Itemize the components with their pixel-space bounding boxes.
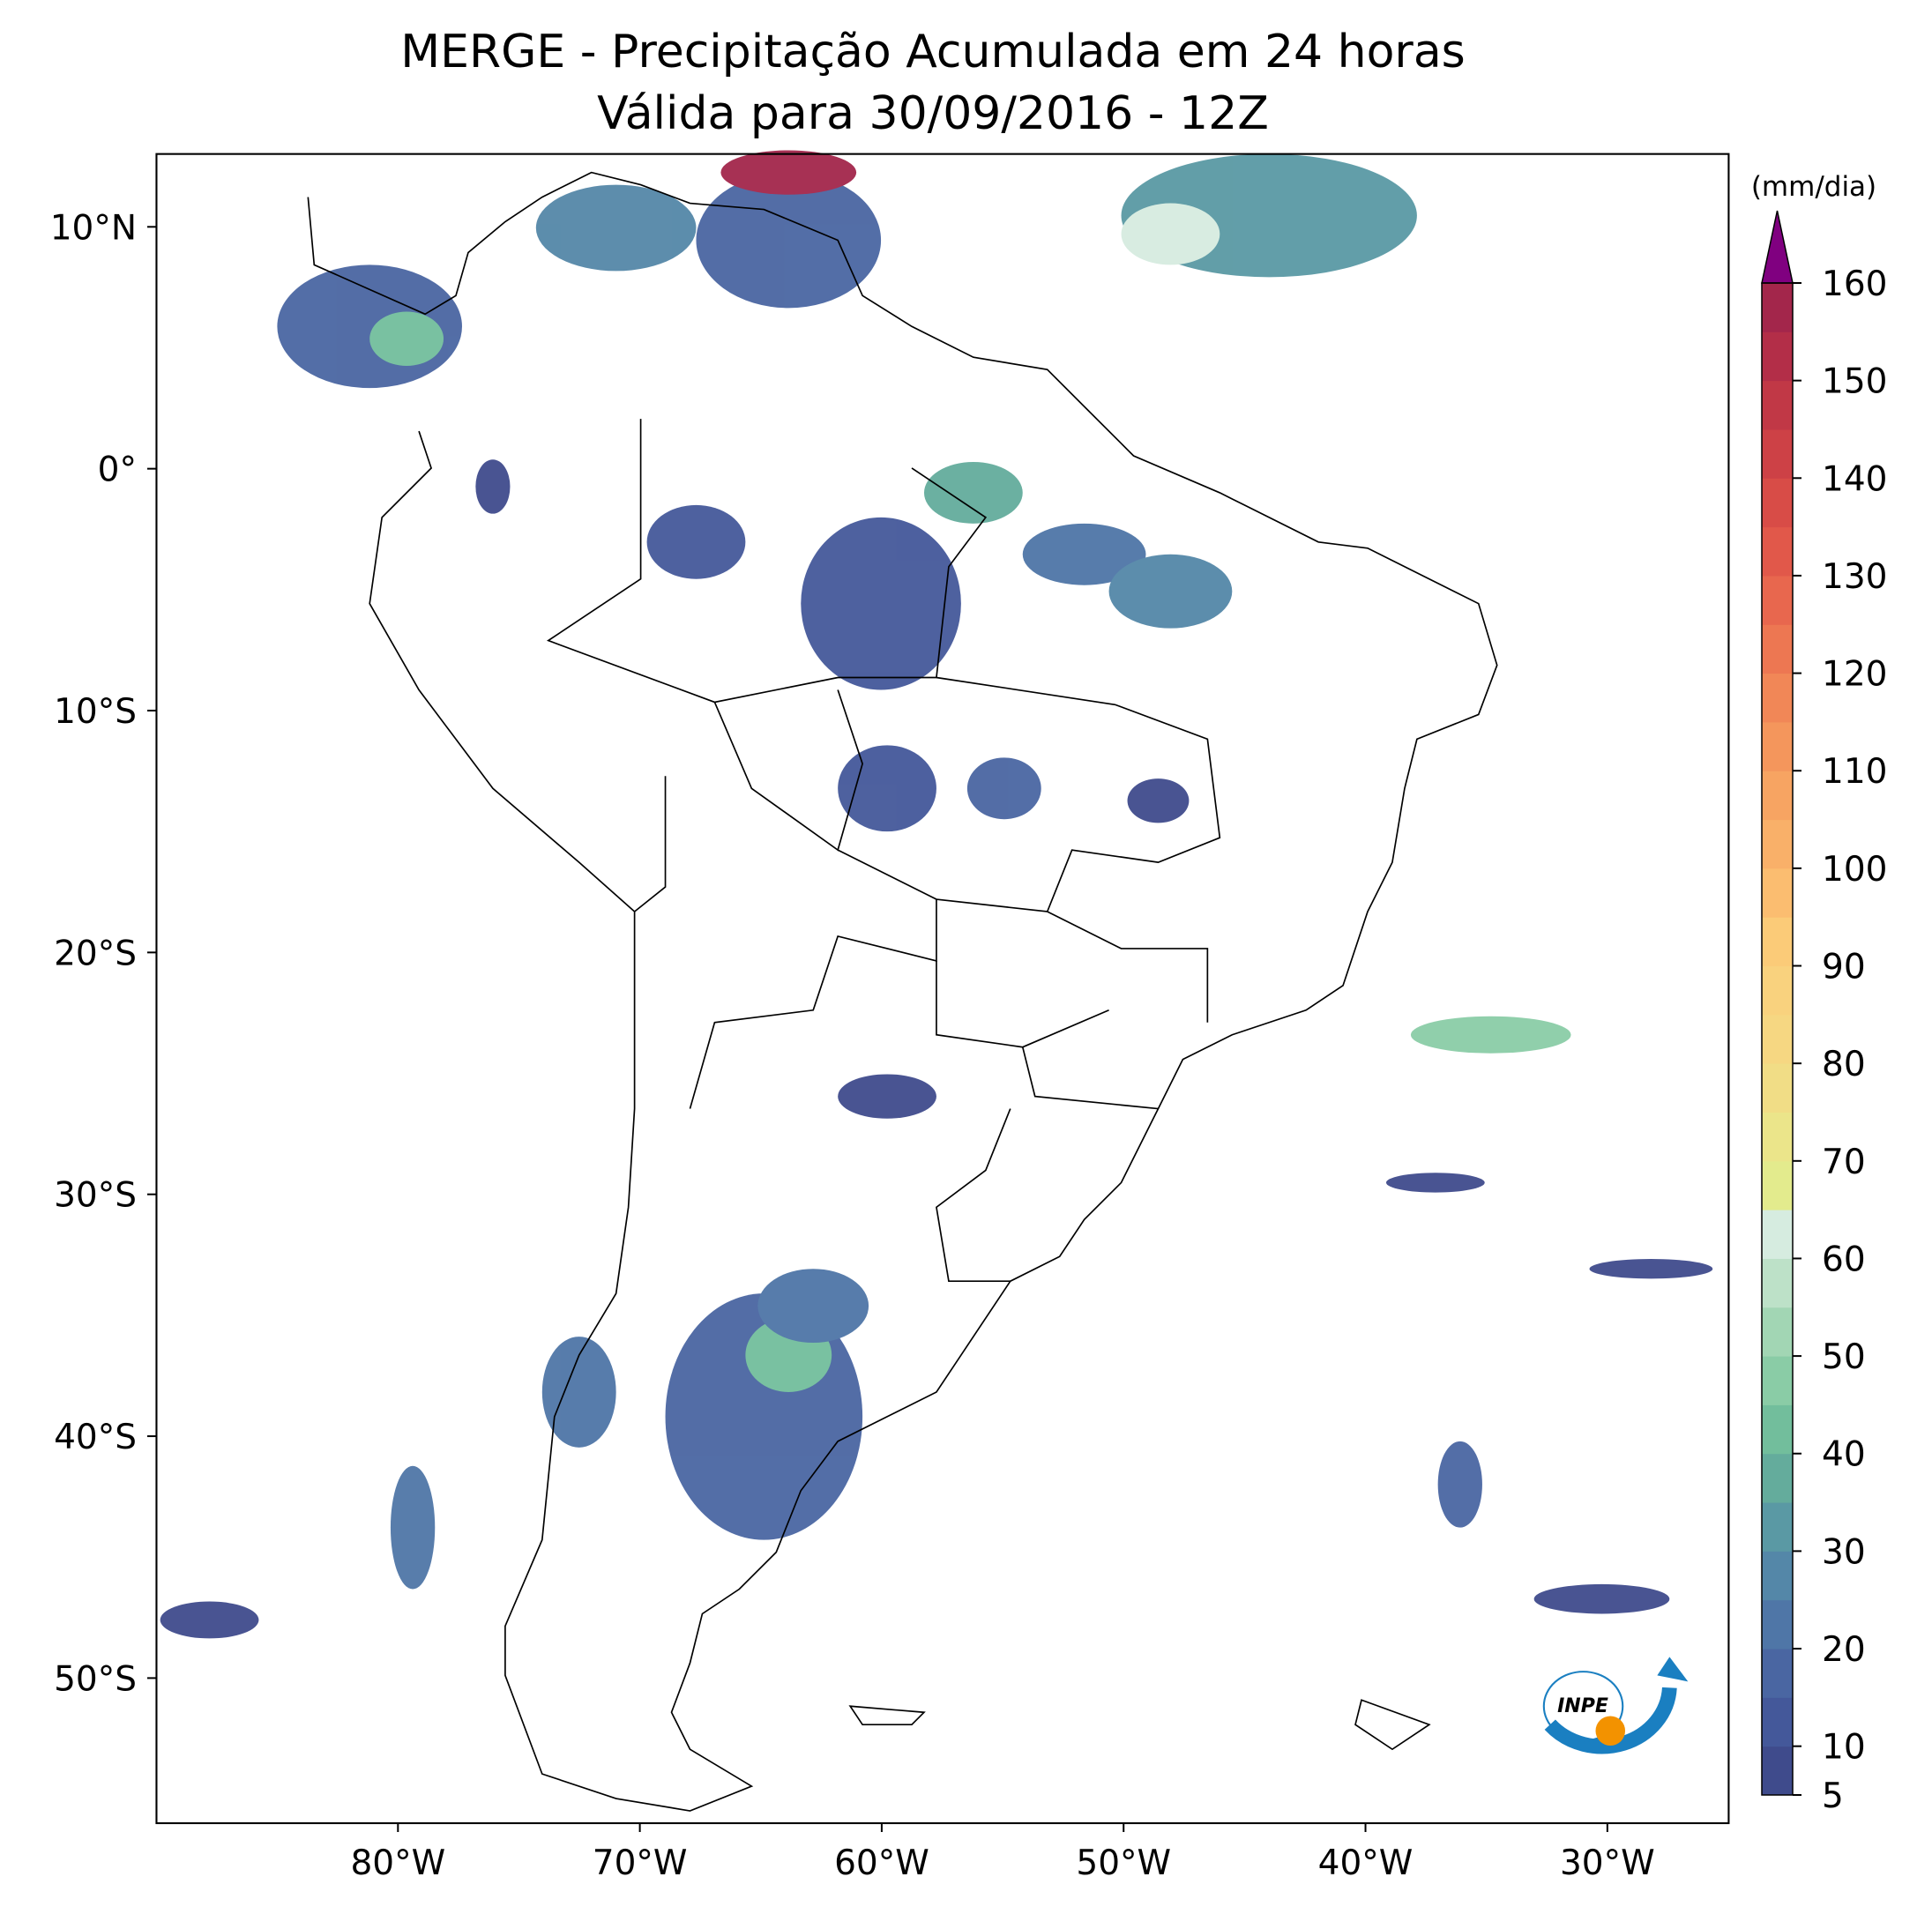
colorbar-band bbox=[1762, 1210, 1793, 1259]
colorbar-band bbox=[1762, 331, 1793, 382]
colorbar-tick-label: 5 bbox=[1822, 1776, 1844, 1816]
x-tick-label: 30°W bbox=[1560, 1843, 1655, 1883]
logo-text: INPE bbox=[1557, 1695, 1608, 1717]
colorbar-band bbox=[1762, 721, 1793, 771]
colorbar-band bbox=[1762, 771, 1793, 821]
colorbar-tick-label: 20 bbox=[1822, 1630, 1866, 1670]
colorbar-band bbox=[1762, 1014, 1793, 1064]
y-tick-label: 10°S bbox=[54, 692, 137, 732]
colorbar-band bbox=[1762, 1404, 1793, 1455]
colorbar-band bbox=[1762, 1112, 1793, 1162]
colorbar-label: (mm/dia) bbox=[1751, 171, 1876, 203]
colorbar-band bbox=[1762, 917, 1793, 967]
colorbar-band bbox=[1762, 1599, 1793, 1650]
colorbar-band bbox=[1762, 1697, 1793, 1747]
title-line: MERGE - Precipitação Acumulada em 24 hor… bbox=[400, 26, 1466, 78]
precipitation bbox=[160, 150, 1713, 1639]
y-tick-label: 10°N bbox=[50, 208, 137, 248]
colorbar-band bbox=[1762, 1746, 1793, 1796]
colorbar-tick-label: 80 bbox=[1822, 1045, 1866, 1084]
colorbar-tick-label: 150 bbox=[1822, 362, 1887, 402]
colorbar-band bbox=[1762, 673, 1793, 723]
colorbar-band bbox=[1762, 428, 1793, 479]
y-tick-label: 30°S bbox=[54, 1176, 137, 1216]
colorbar-band bbox=[1762, 575, 1793, 625]
colorbar-band bbox=[1762, 868, 1793, 918]
colorbar-band bbox=[1762, 478, 1793, 528]
x-tick-label: 80°W bbox=[350, 1843, 445, 1883]
y-tick-label: 50°S bbox=[54, 1659, 137, 1699]
colorbar-tick-label: 160 bbox=[1822, 264, 1887, 304]
x-tick-label: 50°W bbox=[1076, 1843, 1171, 1883]
y-tick-label: 40°S bbox=[54, 1418, 137, 1457]
colorbar-band bbox=[1762, 1502, 1793, 1552]
colorbar-extend bbox=[1761, 210, 1794, 284]
colorbar-tick-label: 40 bbox=[1822, 1435, 1866, 1475]
x-tick-label: 70°W bbox=[593, 1843, 688, 1883]
map-frame bbox=[155, 153, 1730, 1825]
colorbar-tick-label: 10 bbox=[1822, 1728, 1866, 1768]
colorbar-tick-label: 30 bbox=[1822, 1532, 1866, 1572]
colorbar-tick-label: 140 bbox=[1822, 459, 1887, 499]
colorbar-band bbox=[1762, 819, 1793, 869]
colorbar-tick-label: 110 bbox=[1822, 752, 1887, 792]
colorbar-band bbox=[1762, 1453, 1793, 1503]
y-tick-label: 20°S bbox=[54, 934, 137, 973]
colorbar-band bbox=[1762, 1307, 1793, 1357]
map-frame-bg bbox=[156, 153, 1729, 1824]
colorbar-band bbox=[1762, 1649, 1793, 1698]
colorbar-band bbox=[1762, 1356, 1793, 1405]
colorbar-band bbox=[1762, 1063, 1793, 1113]
logo bbox=[1542, 1657, 1689, 1754]
title-line: Válida para 30/09/2016 - 12Z bbox=[597, 87, 1269, 140]
colorbar-tick-label: 90 bbox=[1822, 948, 1866, 987]
colorbar-band bbox=[1762, 283, 1793, 332]
colorbar-band bbox=[1762, 1160, 1793, 1210]
coastlines bbox=[307, 171, 1498, 1812]
x-tick-label: 60°W bbox=[834, 1843, 929, 1883]
x-tick-label: 40°W bbox=[1318, 1843, 1414, 1883]
colorbar-band bbox=[1762, 965, 1793, 1016]
colorbar-tick-label: 130 bbox=[1822, 557, 1887, 597]
colorbar-band bbox=[1762, 526, 1793, 577]
colorbar-frame bbox=[1761, 282, 1794, 1796]
colorbar-tick-label: 50 bbox=[1822, 1337, 1866, 1377]
colorbar-band bbox=[1762, 1258, 1793, 1308]
y-tick-label: 0° bbox=[98, 451, 137, 490]
colorbar-tick-label: 120 bbox=[1822, 655, 1887, 695]
colorbar-band bbox=[1762, 380, 1793, 430]
map-layer bbox=[155, 150, 1730, 1825]
colorbar-band bbox=[1762, 1551, 1793, 1601]
colorbar-tick-label: 100 bbox=[1822, 850, 1887, 890]
colorbar-band bbox=[1762, 624, 1793, 674]
colorbar-tick-label: 70 bbox=[1822, 1143, 1866, 1182]
colorbar-tick-label: 60 bbox=[1822, 1240, 1866, 1279]
